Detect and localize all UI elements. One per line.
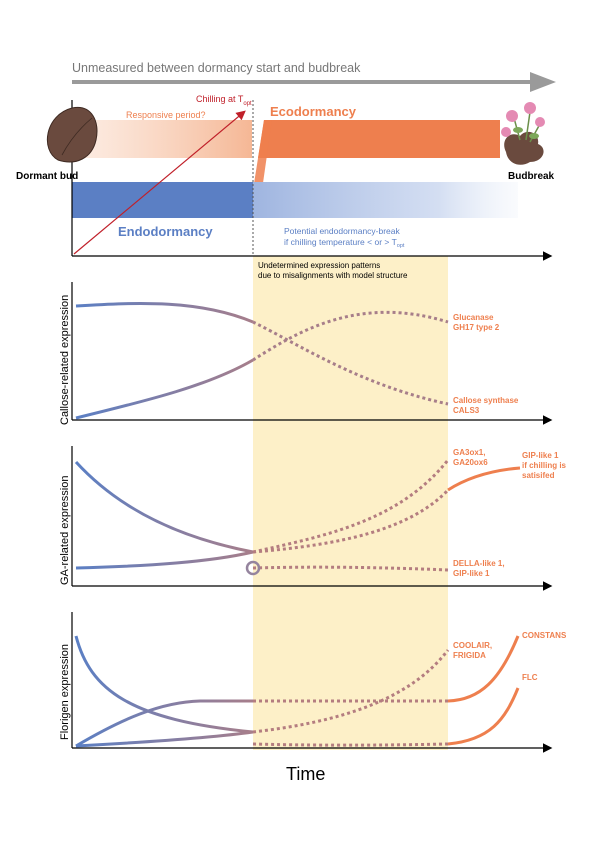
x-axis-label: Time (286, 764, 325, 784)
ga-ylabel: GA-related expression (59, 476, 71, 585)
coolair-label-1: COOLAIR, (453, 641, 492, 650)
chilling-label: Chilling at Topt (196, 94, 252, 107)
potential-label-1: Potential endodormancy-break (284, 226, 401, 236)
constans-curve (447, 635, 520, 703)
florigen-plateau-curve (75, 699, 253, 748)
gip-dotted (252, 488, 450, 554)
gip-satisfied-curve (447, 466, 521, 492)
ga3ox-label-1: GA3ox1, (453, 448, 485, 457)
della-label-2: GIP-like 1 (453, 569, 490, 578)
gip-label-1: GIP-like 1 (522, 451, 559, 460)
della-dotted (252, 565, 449, 572)
ga-rising-curve (75, 550, 254, 570)
timeline-label: Unmeasured between dormancy start and bu… (72, 61, 361, 75)
endodormancy-band (72, 182, 253, 218)
florigen-ylabel: Florigen expression (59, 644, 71, 740)
callose-ylabel: Callose-related expression (59, 295, 71, 425)
ga-falling-curve (74, 460, 254, 554)
budbreak-label: Budbreak (508, 171, 555, 182)
coolair-label-2: FRIGIDA (453, 651, 486, 660)
endodormancy-label: Endodormancy (118, 224, 213, 239)
ecodormancy-label: Ecodormancy (270, 104, 357, 119)
glucanase-label-1: Glucanase (453, 313, 494, 322)
florigen-falling-curve (74, 635, 254, 734)
undetermined-label-1: Undetermined expression patterns (258, 261, 380, 270)
glucanase-curve (75, 358, 254, 420)
coolair-dotted (252, 649, 450, 734)
callose-synthase-dotted (252, 320, 449, 406)
della-label-1: DELLA-like 1, (453, 559, 505, 568)
chilling-arrow (73, 110, 246, 255)
responsive-label: Responsive period? (126, 110, 206, 120)
low-dotted (252, 742, 449, 747)
potential-label-2: if chilling temperature < or > Topt (284, 237, 405, 249)
callose-synthase-curve (75, 301, 254, 324)
panel-florigen (71, 612, 553, 753)
dormant-bud-icon (46, 106, 98, 163)
panel-callose (71, 282, 553, 425)
ga3ox-dotted (252, 459, 450, 554)
glucanase-dotted (252, 310, 449, 362)
flc-label: FLC (522, 673, 538, 682)
ga-circle-marker (245, 560, 261, 576)
gip-label-3: satisifed (522, 471, 555, 480)
panel-ga (71, 446, 553, 591)
phase-diagram (71, 100, 553, 261)
florigen-slow-curve (75, 730, 254, 748)
constans-label: CONSTANS (522, 631, 567, 640)
ga3ox-label-2: GA20ox6 (453, 458, 488, 467)
callose-synthase-label-1: Callose synthase (453, 396, 519, 405)
gip-label-2: if chilling is (522, 461, 567, 470)
ecodormancy-band (258, 120, 500, 158)
budbreak-icon (501, 102, 545, 165)
callose-synthase-label-2: CALS3 (453, 406, 480, 415)
responsive-band (72, 120, 252, 158)
undetermined-label-2: due to misalignments with model structur… (258, 271, 408, 280)
timeline-arrow (72, 72, 556, 92)
dormant-bud-label: Dormant bud (16, 171, 78, 182)
undetermined-region (253, 256, 448, 750)
potential-band (253, 182, 518, 218)
glucanase-label-2: GH17 type 2 (453, 323, 500, 332)
flc-curve (447, 687, 520, 746)
